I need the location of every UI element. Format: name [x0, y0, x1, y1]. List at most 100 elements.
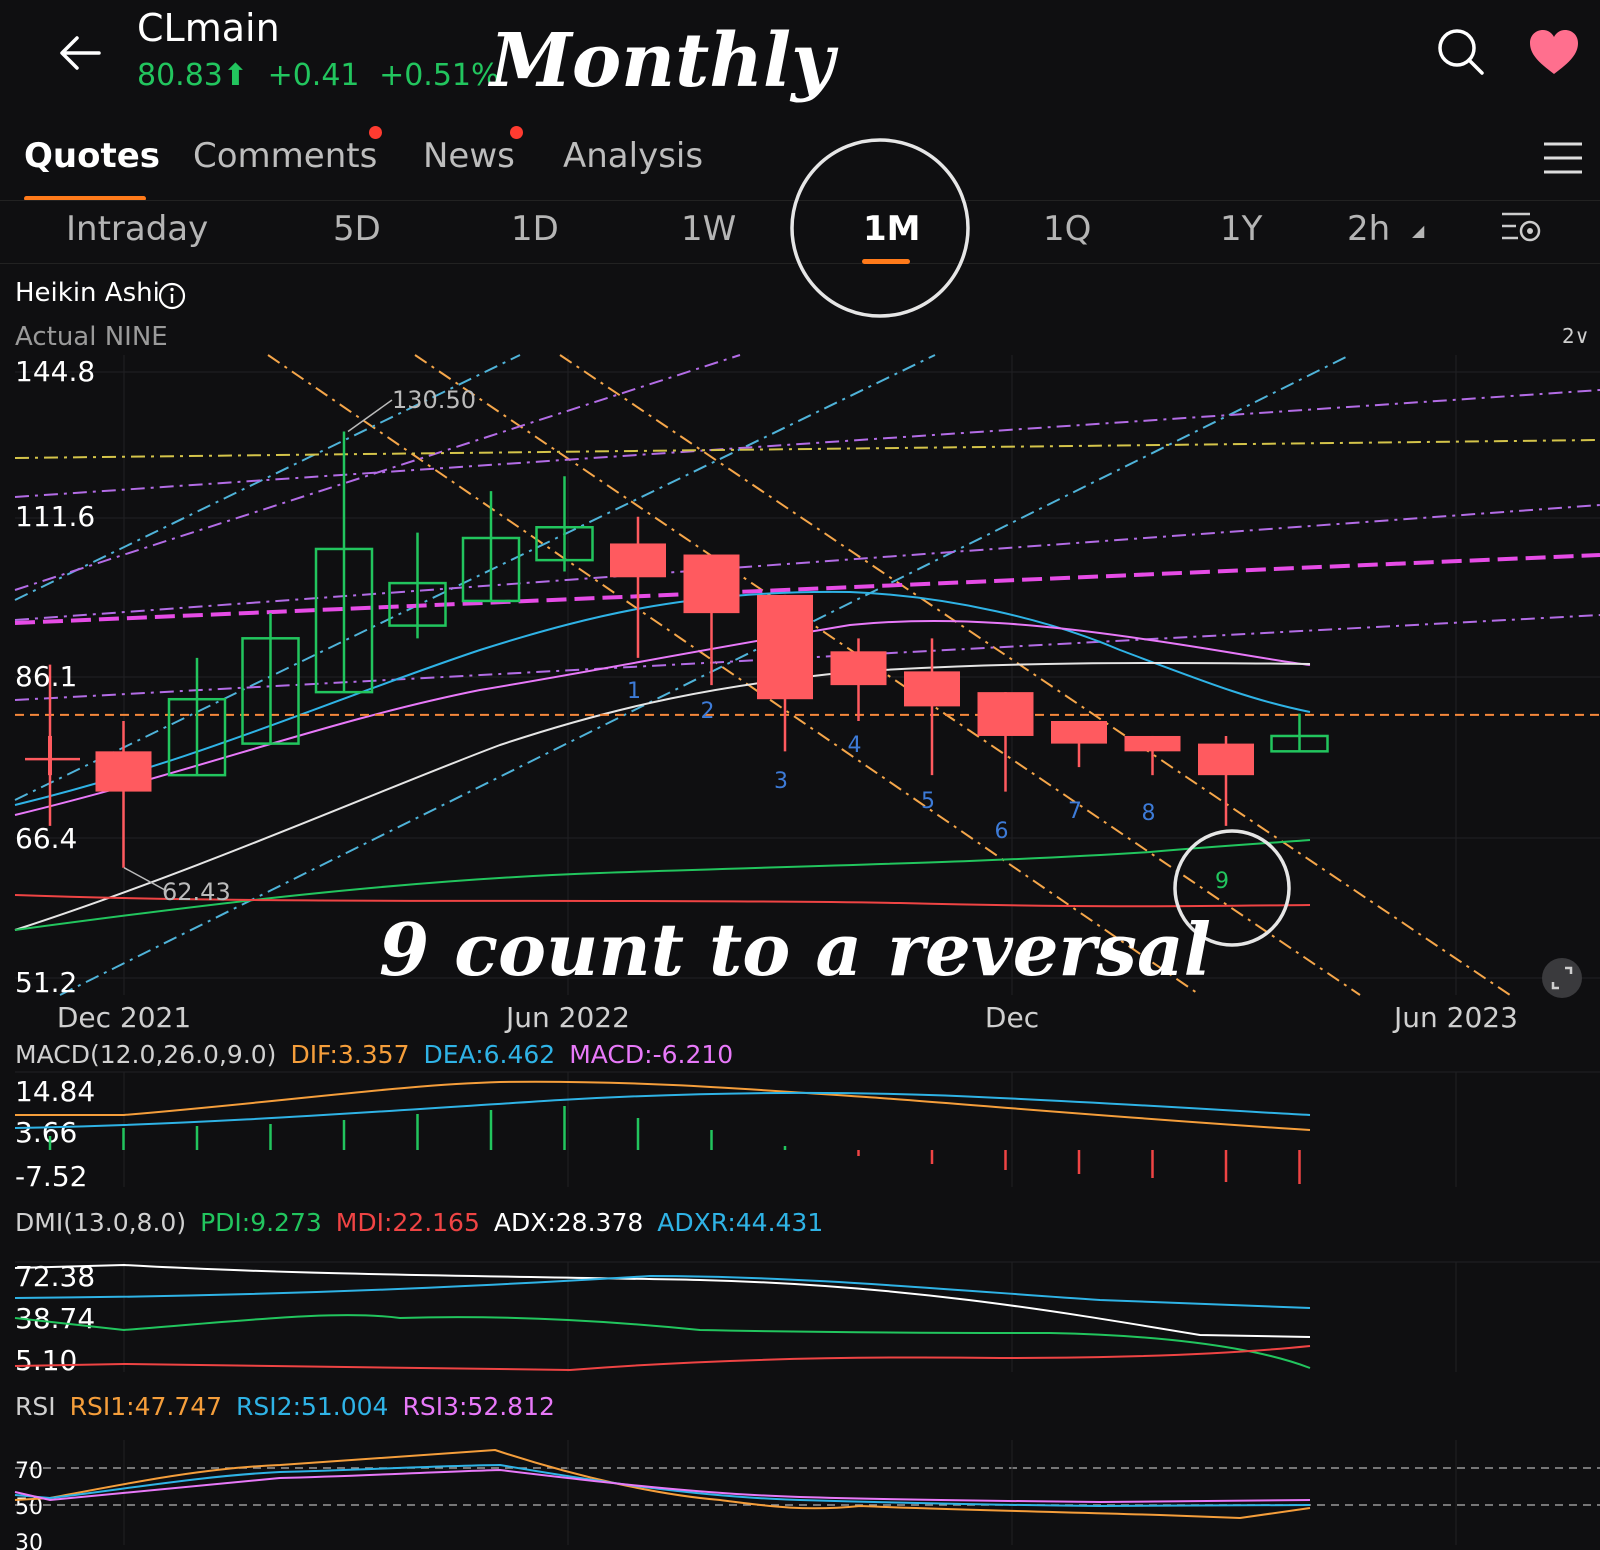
nine-count-8: 8 [1142, 801, 1156, 826]
macd-legend: MACD(12.0,26.0,9.0) DIF:3.357 DEA:6.462 MAC… [15, 1040, 747, 1069]
ma-line-pink [14, 619, 1311, 816]
macd-dea-line [14, 1091, 1311, 1129]
nine-count-6: 6 [995, 819, 1009, 844]
range-1q[interactable]: 1Q [1043, 209, 1092, 249]
dmi-adx: ADX:28.378 [493, 1208, 644, 1237]
indicator-sub-label[interactable]: Actual NINE [15, 322, 168, 352]
range-1m[interactable]: 1M [863, 209, 921, 249]
highlight-circle-nine [1173, 829, 1291, 947]
y-tick-label: 144.8 [15, 355, 95, 388]
hi-leader-line [347, 399, 393, 433]
macd-dif-line [15, 1080, 1311, 1131]
range-intraday[interactable]: Intraday [66, 209, 209, 249]
rsi-3-line [14, 1468, 1311, 1504]
heart-icon[interactable] [1528, 28, 1580, 76]
nine-count-5: 5 [921, 789, 935, 814]
macd-dif: DIF:3.357 [290, 1040, 410, 1069]
range-1y[interactable]: 1Y [1220, 209, 1263, 249]
rsi-title: RSI [15, 1392, 56, 1421]
price-change: +0.41 [267, 58, 360, 93]
nine-count-2: 2 [701, 699, 715, 724]
dmi-adxr-line [14, 1274, 1311, 1309]
price-change-pct: +0.51% [379, 58, 500, 93]
candle-body [48, 735, 52, 776]
trendline-purple [14, 354, 741, 591]
candle-body [610, 543, 666, 578]
candle-body [388, 581, 447, 627]
trendline-cyan [14, 354, 521, 601]
y-tick-label: 86.1 [15, 660, 77, 693]
back-arrow-icon[interactable] [55, 28, 105, 78]
nine-count-7: 7 [1068, 799, 1082, 824]
annotation-text: 9 count to a reversal [379, 907, 1211, 992]
candle-body [314, 547, 374, 694]
candle-body [757, 594, 813, 700]
active-tab-indicator [24, 196, 146, 201]
nine-count-1: 1 [627, 679, 641, 704]
candle-body [904, 671, 960, 707]
range-1d[interactable]: 1D [511, 209, 559, 249]
dmi-legend: DMI(13.0,8.0) PDI:9.273 MDI:22.165 ADX:28.3… [15, 1208, 837, 1237]
x-tick-label: Dec 2021 [57, 1001, 191, 1034]
news-notification-dot [510, 126, 523, 139]
tab-analysis[interactable]: Analysis [563, 136, 704, 176]
search-icon[interactable] [1435, 26, 1487, 78]
low-price-label: 62.43 [162, 878, 231, 906]
trendline-purple [14, 504, 1600, 621]
dropdown-triangle-icon[interactable]: ◢ [1412, 221, 1425, 240]
tab-comments[interactable]: Comments [193, 136, 378, 176]
ma-line-red [14, 894, 1311, 908]
tab-news[interactable]: News [423, 136, 515, 176]
trendline-cyan [14, 354, 936, 801]
dmi-title: DMI(13.0,8.0) [15, 1208, 187, 1237]
tab-quotes[interactable]: Quotes [24, 136, 161, 176]
y-tick-label: -7.52 [15, 1160, 87, 1193]
range-2h[interactable]: 2h [1347, 209, 1391, 249]
y-tick-label: 51.2 [15, 966, 77, 999]
rsi-2-line [14, 1463, 1311, 1508]
nine-count-4: 4 [848, 733, 862, 758]
candle-body [1051, 720, 1107, 744]
y-tick-label: 14.84 [15, 1075, 95, 1108]
collapse-toggle[interactable]: 2∨ [1562, 324, 1590, 348]
macd-dea: DEA:6.462 [423, 1040, 556, 1069]
dmi-pdi: PDI:9.273 [200, 1208, 322, 1237]
tab-bar: Quotes Comments News Analysis [0, 126, 1600, 202]
dmi-pdi-line [14, 1314, 1311, 1369]
candle-body [1198, 743, 1254, 776]
active-range-indicator [862, 259, 910, 264]
chart-settings-icon[interactable] [1500, 206, 1544, 246]
symbol-title: CLmain [137, 6, 280, 50]
range-1w[interactable]: 1W [681, 209, 737, 249]
highlight-circle-1m [790, 138, 970, 318]
dmi-adx-line [14, 1263, 1311, 1338]
candle-body [241, 637, 300, 745]
x-tick-label: Jun 2023 [1392, 1001, 1518, 1034]
candle-body [167, 697, 227, 777]
last-price: 80.83 [137, 58, 223, 93]
info-icon[interactable] [158, 282, 186, 310]
dmi-mdi-line [14, 1345, 1311, 1372]
dmi-mdi: MDI:22.165 [335, 1208, 480, 1237]
candle-body [977, 692, 1034, 736]
overlay-title: Monthly [490, 18, 835, 104]
trendline-magenta [14, 553, 1600, 625]
menu-icon[interactable] [1542, 140, 1584, 176]
range-5d[interactable]: 5D [333, 209, 381, 249]
rsi-1: RSI1:47.747 [69, 1392, 223, 1421]
candle-body [1270, 734, 1329, 753]
trendline-yellow [14, 439, 1600, 459]
rsi-2: RSI2:51.004 [236, 1392, 389, 1421]
up-arrow-icon: ⬆ [222, 58, 249, 93]
ma-line-white [14, 661, 1311, 931]
y-tick-label: 111.6 [15, 500, 95, 533]
trendline-purple [14, 389, 1600, 498]
y-tick-label: 70 [15, 1459, 43, 1484]
comments-notification-dot [369, 126, 382, 139]
trendline-orange [559, 354, 1511, 996]
rsi-legend: RSI RSI1:47.747 RSI2:51.004 RSI3:52.812 [15, 1392, 569, 1421]
candle-body [461, 536, 521, 603]
chart-type-label[interactable]: Heikin Ashi [15, 278, 160, 308]
expand-icon [1542, 958, 1582, 998]
